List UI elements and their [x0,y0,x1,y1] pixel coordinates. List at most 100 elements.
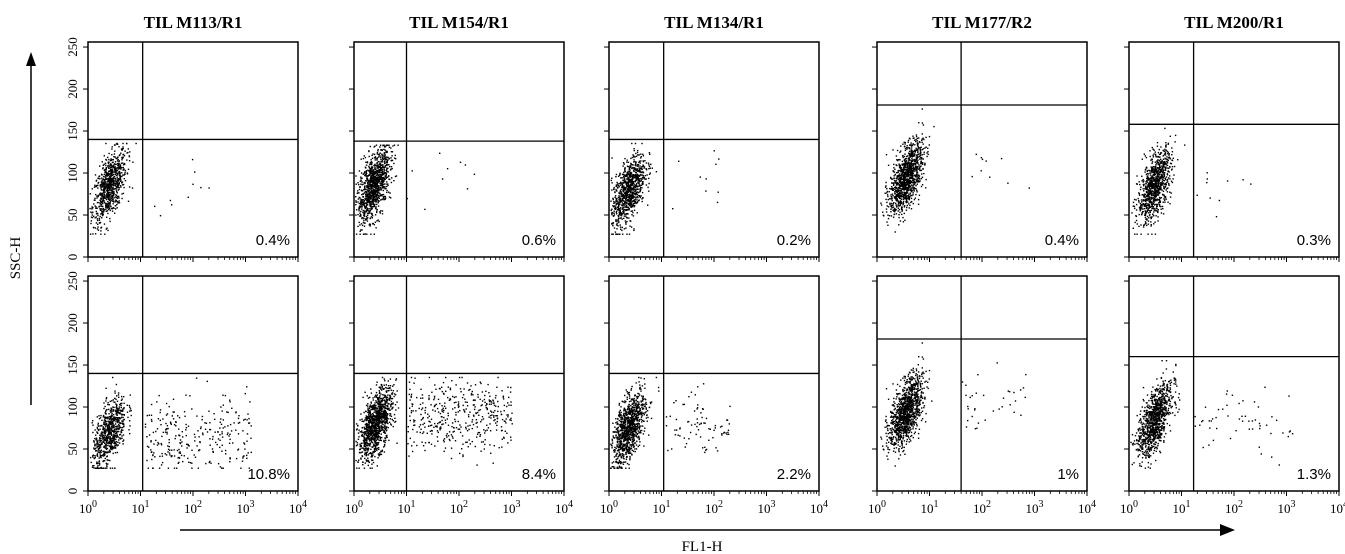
data-point [1160,208,1162,210]
data-point [370,216,373,218]
data-point [370,167,373,169]
data-point [911,200,913,203]
data-point [386,185,388,188]
data-point [114,180,116,182]
data-point [627,186,629,189]
data-point [371,198,374,201]
data-point [89,193,91,195]
data-point [634,164,636,166]
data-point [363,188,366,191]
data-point [1161,181,1164,183]
data-point [919,153,922,155]
data-point [372,197,375,199]
data-point [373,178,375,181]
data-point [634,174,637,176]
data-point [379,188,381,190]
data-point [373,205,376,207]
data-point [622,211,624,213]
data-point [355,201,357,203]
data-point [107,207,109,209]
data-point [1168,167,1170,169]
data-point [631,167,633,170]
data-point [375,186,377,188]
data-point [95,193,97,196]
data-point [116,183,118,185]
data-point [912,151,914,154]
data-point [634,186,637,188]
data-point [116,167,118,169]
data-point [105,205,107,208]
data-point [100,177,103,179]
data-point [97,187,99,189]
data-point [359,230,361,232]
data-point [1162,190,1165,192]
data-point [1139,202,1142,205]
data-point [355,175,357,177]
data-point [116,191,118,193]
data-point [117,178,120,181]
data-point [923,138,925,141]
data-point [913,178,915,181]
data-point [1167,170,1169,172]
data-point [907,166,909,168]
data-point [102,205,104,208]
data-point [378,175,381,178]
data-point [885,198,887,201]
data-point [366,196,368,198]
data-point [917,162,919,165]
data-point [1147,209,1150,211]
data-point [1148,189,1151,192]
data-point [388,158,390,160]
data-point [116,143,119,145]
data-point [614,202,616,204]
data-point [375,196,378,198]
data-point [368,210,370,212]
data-point [1162,176,1164,178]
data-point [102,178,104,180]
data-point [624,188,626,190]
data-point [116,185,118,188]
data-point [1168,154,1170,156]
data-point [98,222,101,224]
data-point [639,184,641,186]
data-point [384,157,386,159]
data-point [115,199,117,201]
data-point [619,212,622,214]
data-point [384,146,386,148]
data-point [126,173,129,175]
data-point [115,189,117,191]
data-point [374,195,376,197]
data-point [377,187,379,190]
data-point [191,158,194,161]
data-point [901,172,903,174]
data-point [637,182,640,184]
data-point [91,206,93,208]
data-point [894,191,896,193]
data-point [123,174,125,176]
data-point [105,193,108,195]
data-point [392,145,394,147]
data-point [373,191,376,193]
data-point [108,208,111,210]
data-point [374,179,376,181]
data-point [373,192,375,195]
data-point [386,144,388,146]
data-point [358,183,360,186]
data-point [899,204,901,207]
data-point [635,179,637,181]
data-point [629,201,631,203]
data-point [1143,207,1146,210]
data-point [373,233,375,235]
data-point [384,188,386,190]
data-point [362,211,364,214]
data-point [1156,204,1158,206]
data-point [1166,174,1169,176]
data-point [903,186,905,189]
data-point [915,135,918,138]
data-point [1147,173,1149,175]
data-point [1165,166,1167,168]
data-point [895,164,897,166]
data-point [1142,188,1144,190]
data-point [1156,179,1159,182]
data-point [901,160,904,163]
